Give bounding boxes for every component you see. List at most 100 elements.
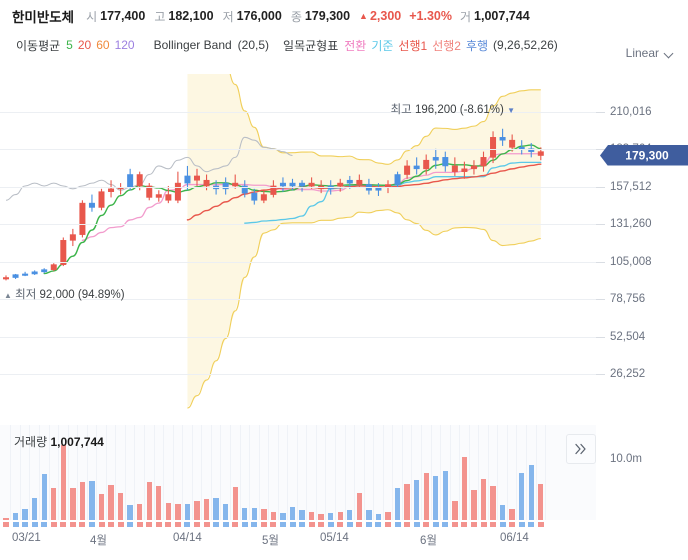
date-axis-label: 5월 — [262, 535, 279, 547]
low-annotation-pct: (94.89%) — [77, 289, 125, 302]
volume-stripe — [373, 425, 375, 520]
candle-body — [375, 187, 382, 191]
volume-stripe — [296, 425, 298, 520]
date-axis-tick — [213, 522, 220, 527]
candle-body — [232, 182, 239, 187]
date-axis-tick — [146, 522, 153, 527]
price-axis-label: 157,512 — [610, 180, 652, 193]
date-axis-tick — [98, 522, 105, 527]
volume-bar — [137, 504, 143, 520]
date-axis-tick — [442, 522, 449, 527]
volume-stripe — [182, 425, 184, 520]
date-axis-tick — [117, 522, 124, 527]
ichimoku-group[interactable]: 일목균형표 전환 기준 선행1 선행2 후행 (9,26,52,26) — [283, 37, 558, 54]
volume-bar — [538, 483, 544, 520]
price-axis[interactable]: 26,252 52,504 78,756 105,008 131,260 157,512 1… — [596, 74, 688, 412]
date-axis-tick — [165, 522, 172, 527]
volume-stripe — [191, 425, 193, 520]
volume-bar — [222, 504, 229, 520]
date-axis-tick — [451, 522, 458, 527]
volume-bar — [108, 484, 114, 520]
date-axis-tick — [394, 522, 401, 527]
ichimoku-base-line[interactable]: 기준 — [371, 38, 394, 53]
price-plot-area[interactable] — [0, 74, 596, 412]
date-axis-tick — [79, 522, 86, 527]
ma-period-120[interactable]: 120 — [114, 38, 135, 52]
candle-body — [423, 159, 430, 170]
date-axis-tick — [184, 522, 191, 527]
volume-bar — [442, 471, 448, 520]
volume-stripe — [335, 425, 336, 520]
price-axis-label: 210,016 — [610, 105, 652, 118]
volume-bar — [385, 511, 391, 520]
bollinger-band-fill — [187, 74, 541, 409]
volume-bar — [499, 505, 506, 520]
volume-stripe — [440, 425, 442, 520]
date-axis-tick — [365, 522, 372, 527]
high-label: 고 — [154, 9, 166, 24]
scale-selector[interactable]: Linear — [626, 46, 674, 60]
volume-bar — [98, 494, 105, 520]
ma-20-line — [186, 163, 542, 221]
date-axis-tick — [194, 522, 200, 527]
date-axis-tick — [50, 522, 57, 527]
bollinger-upper-line — [229, 74, 541, 165]
volume-bar — [89, 481, 95, 520]
date-axis-tick — [423, 522, 430, 527]
volume-bar — [70, 488, 76, 520]
price-chart-svg — [2, 74, 544, 409]
ichimoku-lagging-span[interactable]: 후행 — [465, 38, 489, 53]
ma-period-60[interactable]: 60 — [96, 38, 110, 52]
candle-body — [346, 179, 353, 184]
price-chart-panel: 26,252 52,504 78,756 105,008 131,260 157,512 1… — [0, 74, 688, 464]
ichimoku-leading-span-2[interactable]: 선행2 — [432, 38, 461, 53]
date-axis-label: 04/14 — [173, 532, 202, 544]
bollinger-band-group[interactable]: Bollinger Band (20,5) — [154, 38, 269, 52]
ma-period-20[interactable]: 20 — [77, 38, 92, 52]
date-axis-tick — [528, 522, 535, 527]
volume-bar — [146, 482, 152, 520]
volume-bar — [31, 498, 38, 520]
volume-bar — [347, 510, 353, 520]
volume-bar — [41, 473, 47, 520]
candle-body — [88, 202, 95, 208]
volume-stripe — [105, 425, 107, 520]
candle-body — [155, 194, 162, 198]
volume-stripe — [239, 425, 241, 520]
volume-chart-panel: 거래량 1,007,744 10.0m — [0, 425, 688, 520]
date-axis-tick — [385, 522, 391, 527]
date-axis-tick — [470, 522, 477, 527]
moving-average-group[interactable]: 이동평균 5 20 60 120 — [16, 37, 140, 54]
volume-stripe — [220, 425, 222, 520]
candle-body — [22, 273, 29, 276]
volume-bar — [328, 512, 334, 520]
price-axis-label: 105,008 — [610, 255, 652, 268]
ma-title: 이동평균 — [16, 38, 61, 53]
date-axis-tick — [3, 522, 9, 527]
volume-bar — [261, 509, 267, 520]
candle-body — [79, 202, 86, 235]
volume-stripe — [430, 425, 432, 520]
volume-bar — [51, 488, 57, 520]
low-annotation-value: 92,000 — [39, 289, 75, 302]
candle-body — [241, 185, 248, 194]
double-chevron-right-button[interactable] — [566, 434, 596, 464]
volume-stripe — [545, 425, 547, 520]
volume-plot-area[interactable] — [0, 425, 596, 520]
price-gridline — [0, 149, 596, 151]
ichimoku-leading-span-1[interactable]: 선행1 — [398, 38, 428, 53]
ichimoku-conversion-line[interactable]: 전환 — [344, 38, 367, 53]
volume-stripe — [478, 425, 480, 520]
price-axis-label: 52,504 — [610, 330, 646, 343]
volume-bar — [127, 505, 133, 520]
volume-stripe — [249, 425, 251, 520]
volume-bar — [480, 478, 487, 520]
volume-bar — [117, 493, 124, 520]
candle-body — [174, 182, 181, 201]
volume-stripe — [526, 425, 527, 520]
volume-value: 1,007,744 — [474, 9, 530, 23]
ma-period-5[interactable]: 5 — [66, 38, 73, 52]
close-label: 종 — [290, 9, 302, 24]
date-axis-label: 4월 — [90, 535, 107, 547]
price-gridline — [0, 186, 596, 188]
